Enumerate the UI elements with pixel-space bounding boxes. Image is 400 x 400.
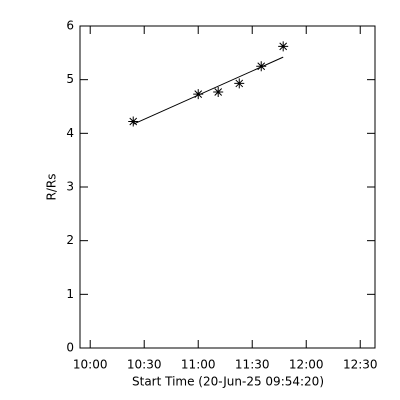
point [256, 61, 267, 72]
x-tick-label: 10:30 [127, 358, 162, 372]
x-axis-label: Start Time (20-Jun-25 09:54:20) [132, 375, 324, 389]
fit-line [133, 56, 284, 125]
y-tick-label: 0 [66, 341, 74, 355]
y-axis-label: R/Rs [45, 174, 59, 201]
x-tick-label: 11:30 [235, 358, 270, 372]
x-tick-label: 11:00 [181, 358, 216, 372]
point [234, 78, 245, 89]
point [213, 87, 224, 98]
x-tick-label: 10:00 [73, 358, 108, 372]
point [193, 89, 204, 100]
x-tick-label: 12:30 [343, 358, 378, 372]
y-tick-label: 2 [66, 233, 74, 247]
plot-frame [79, 25, 376, 349]
x-tick-label: 12:00 [289, 358, 324, 372]
y-tick-label: 3 [66, 180, 74, 194]
y-tick-label: 1 [66, 287, 74, 301]
point [278, 41, 289, 52]
point [128, 116, 139, 127]
y-tick-label: 4 [66, 126, 74, 140]
y-tick-label: 6 [66, 19, 74, 33]
y-tick-label: 5 [66, 72, 74, 86]
